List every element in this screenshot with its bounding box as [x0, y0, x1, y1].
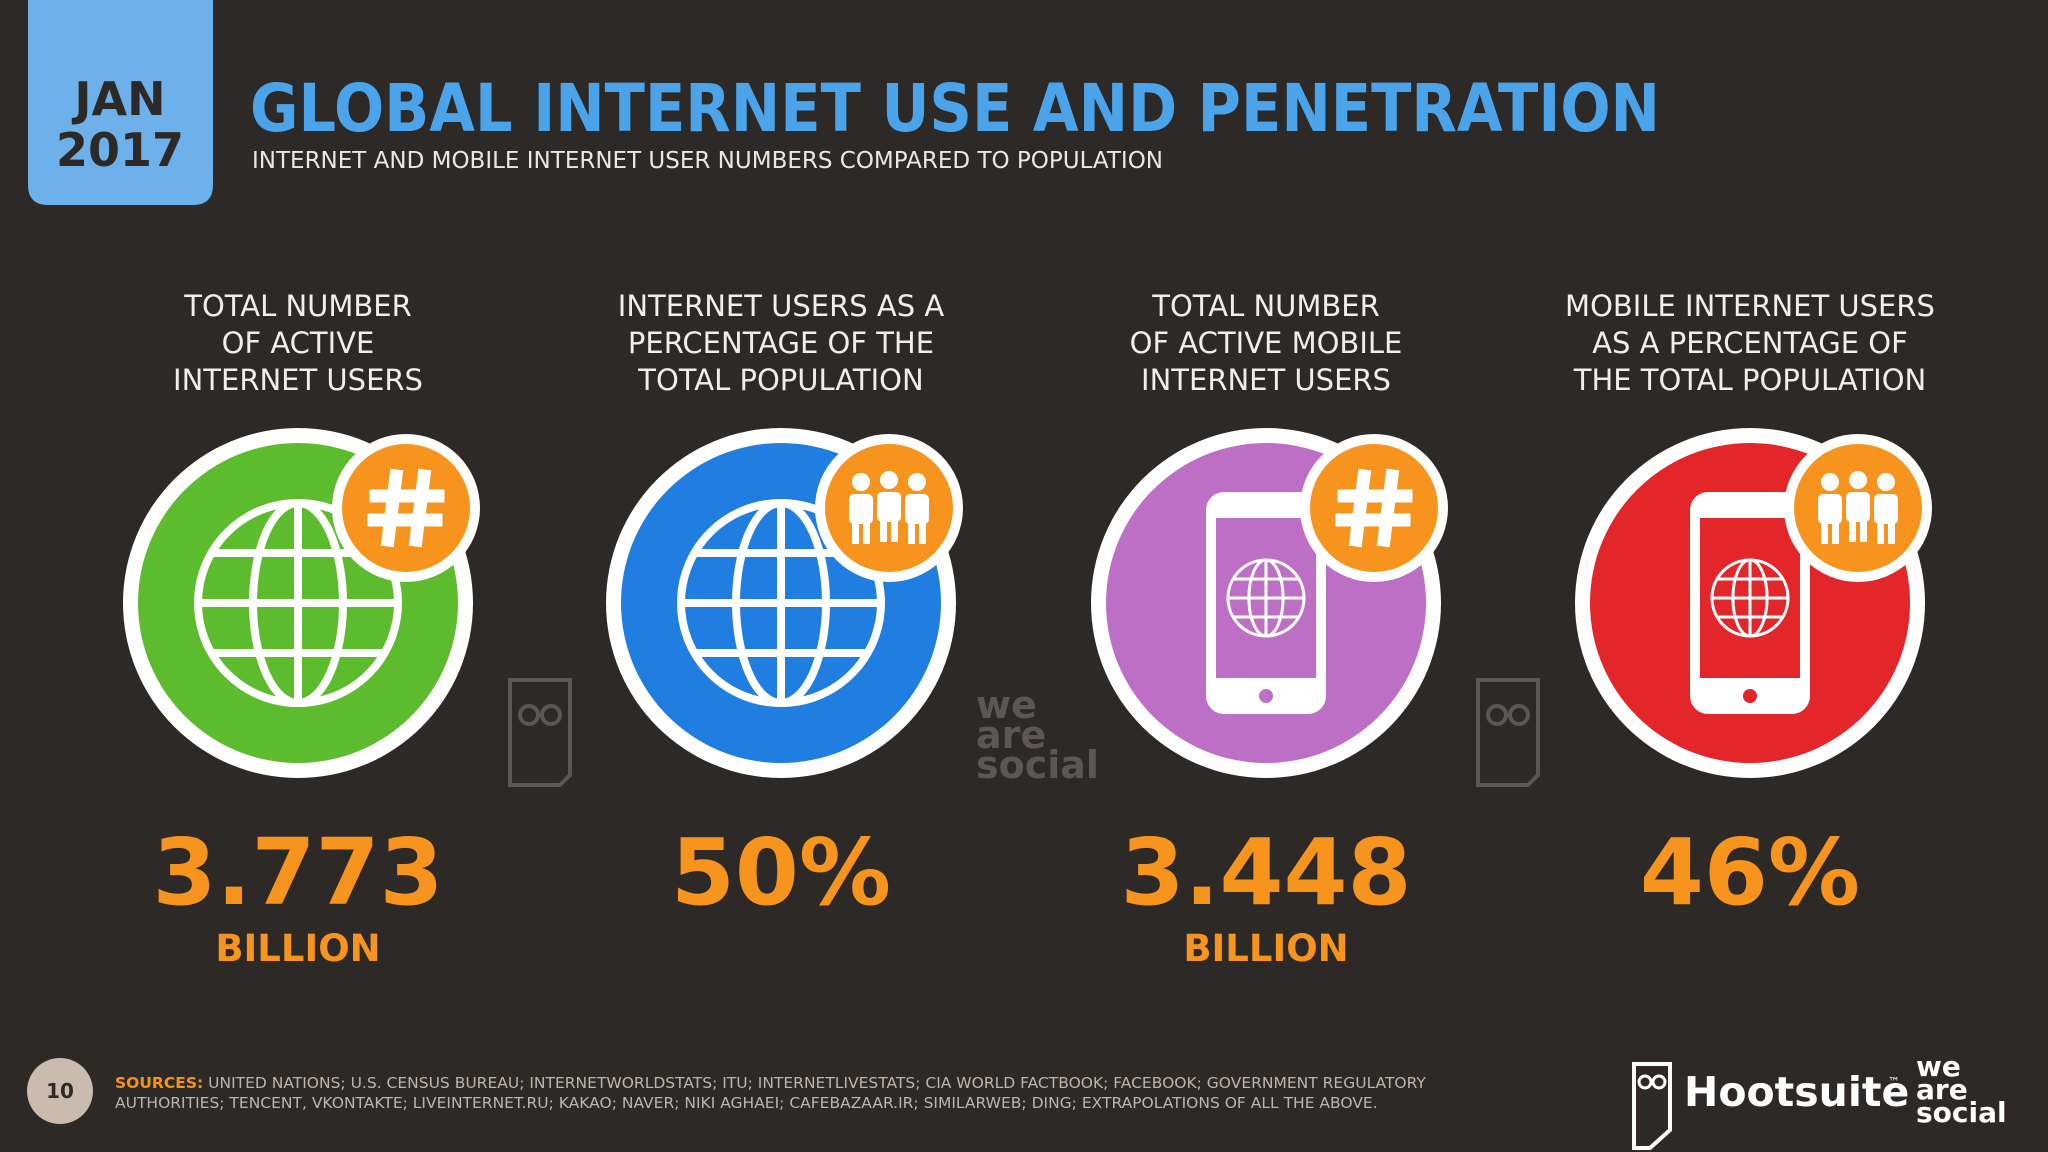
sources-line: AUTHORITIES; TENCENT, VKONTAKTE; LIVEINT…: [115, 1094, 1378, 1112]
stat-label: INTERNET USERS AS A: [618, 289, 945, 323]
stat-label: INTERNET USERS: [1141, 363, 1391, 397]
icon-mobile-users: [1091, 428, 1448, 778]
watermark: we: [976, 683, 1037, 727]
wearesocial-logo: social: [1916, 1096, 2007, 1129]
stat-value: 3.773: [152, 819, 443, 926]
trademark: ™: [1888, 1075, 1900, 1089]
stat-value: 3.448: [1120, 819, 1411, 926]
wearesocial-logo: are: [1916, 1073, 1968, 1106]
hootsuite-owl: [1632, 1062, 1672, 1150]
stat-label: TOTAL NUMBER: [183, 289, 412, 323]
stat-label: PERCENTAGE OF THE: [628, 326, 934, 360]
sources-line: UNITED NATIONS; U.S. CENSUS BUREAU; INTE…: [208, 1074, 1426, 1092]
sources-label: SOURCES:: [115, 1074, 203, 1092]
stat-label: OF ACTIVE: [222, 326, 375, 360]
icon-internet-users: [123, 428, 480, 778]
page-badge: [27, 1058, 93, 1124]
title: GLOBAL INTERNET USE AND PENETRATION: [250, 70, 1660, 147]
watermark: are: [976, 713, 1046, 757]
stat-unit: BILLION: [215, 927, 380, 970]
date-year: 2017: [56, 123, 184, 177]
date-month: JAN: [71, 72, 165, 126]
sources: SOURCES: UNITED NATIONS; U.S. CENSUS BUR…: [115, 1074, 1426, 1092]
stat-label: OF ACTIVE MOBILE: [1130, 326, 1403, 360]
wearesocial-logo: we: [1916, 1050, 1961, 1083]
stat-label: AS A PERCENTAGE OF: [1592, 326, 1908, 360]
owl-watermark: [1476, 678, 1540, 787]
stat-unit: BILLION: [1183, 927, 1348, 970]
stat-value: 46%: [1640, 819, 1860, 926]
stat-label: INTERNET USERS: [173, 363, 423, 397]
icon-mobile-penetration: [1575, 428, 1932, 778]
icon-internet-penetration: [606, 428, 963, 778]
date-badge: [28, 0, 213, 205]
stat-label: TOTAL POPULATION: [637, 363, 923, 397]
stat-value: 50%: [671, 819, 891, 926]
page-number: 10: [46, 1079, 74, 1103]
stat-label: MOBILE INTERNET USERS: [1565, 289, 1935, 323]
stat-label: THE TOTAL POPULATION: [1573, 363, 1927, 397]
watermark: social: [976, 743, 1099, 787]
hootsuite-logo: Hootsuite: [1684, 1068, 1909, 1116]
subtitle: INTERNET AND MOBILE INTERNET USER NUMBER…: [252, 148, 1163, 174]
owl-watermark: [508, 678, 572, 787]
stat-label: TOTAL NUMBER: [1151, 289, 1380, 323]
